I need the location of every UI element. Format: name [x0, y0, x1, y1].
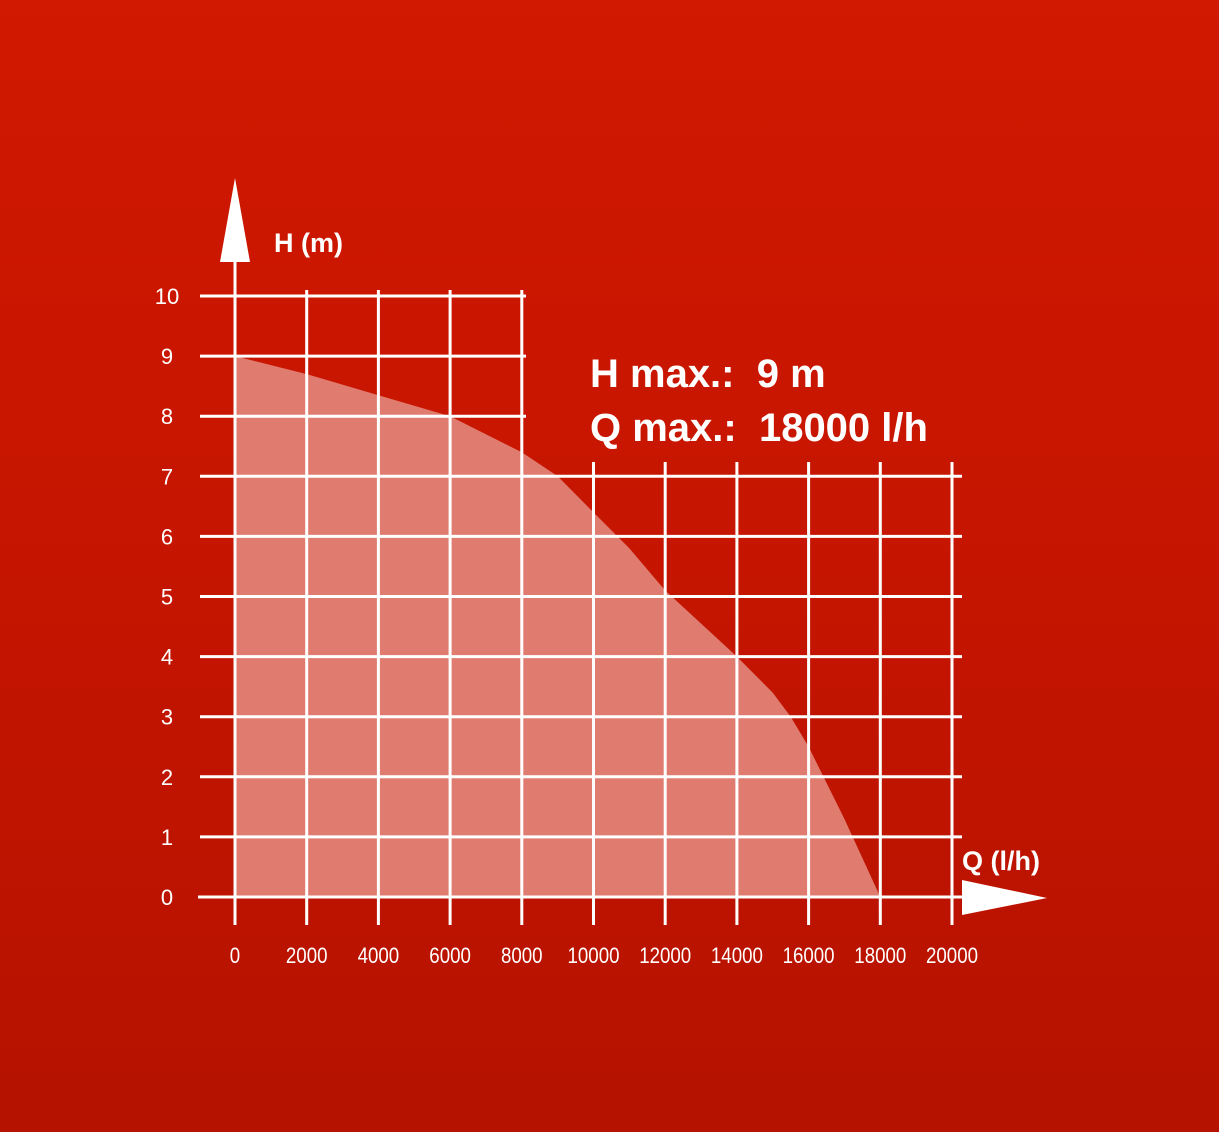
x-tick-label: 10000: [568, 945, 620, 969]
x-tick-label: 18000: [854, 945, 906, 969]
y-tick-label: 3: [161, 705, 173, 730]
performance-curve-area: [235, 356, 881, 898]
y-tick-label: 1: [161, 825, 173, 850]
y-axis-arrow: [220, 178, 250, 262]
y-tick-label: 4: [161, 645, 173, 670]
y-tick-label: 5: [161, 585, 173, 610]
x-tick-label: 8000: [501, 945, 543, 969]
y-axis-label: H (m): [274, 228, 343, 258]
y-tick-label: 7: [161, 464, 173, 489]
y-tick-label: 10: [155, 284, 179, 309]
x-tick-label: 20000: [926, 945, 978, 969]
y-tick-label: 0: [161, 885, 173, 910]
y-tick-label: 8: [161, 404, 173, 429]
x-tick-label: 12000: [639, 945, 691, 969]
x-axis-arrow: [962, 880, 1047, 915]
x-tick-label: 16000: [783, 945, 835, 969]
h-max-annotation: H max.: 9 m: [590, 352, 826, 396]
q-max-annotation: Q max.: 18000 l/h: [590, 406, 928, 450]
x-tick-label: 2000: [286, 945, 328, 969]
x-tick-label: 6000: [429, 945, 471, 969]
y-tick-label: 9: [161, 344, 173, 369]
x-tick-label: 4000: [358, 945, 400, 969]
y-tick-label: 6: [161, 524, 173, 549]
x-tick-label: 0: [230, 945, 240, 969]
x-tick-label: 14000: [711, 945, 763, 969]
y-tick-label: 2: [161, 765, 173, 790]
x-axis-label: Q (l/h): [962, 846, 1040, 876]
